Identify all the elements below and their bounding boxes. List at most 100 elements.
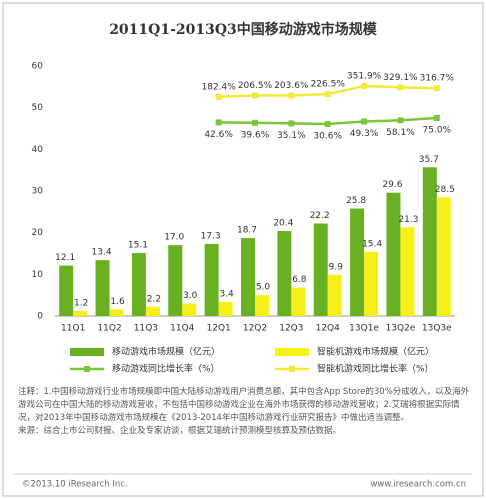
marker — [397, 117, 404, 124]
x-tick-label: 12Q4 — [316, 324, 341, 334]
line-label: 42.6% — [204, 130, 233, 140]
bar — [255, 295, 269, 316]
bar — [204, 243, 219, 316]
x-tick-label: 13Q2e — [386, 324, 416, 334]
line-label: 182.4% — [201, 82, 236, 92]
line-label: 226.5% — [311, 80, 346, 90]
bar — [241, 238, 255, 316]
line-label: 39.6% — [241, 130, 270, 140]
bar-label: 15.1 — [128, 241, 148, 251]
marker — [361, 82, 368, 89]
footer-left: ©2013.10 iResearch Inc. — [22, 480, 128, 490]
x-tick-label: 12Q1 — [207, 324, 231, 334]
line-label: 49.3% — [350, 129, 379, 139]
legend-label: 移动游戏市场规模（亿元） — [112, 346, 220, 358]
bar-label: 3.4 — [219, 289, 234, 299]
x-tick-label: 12Q2 — [243, 324, 267, 334]
bar — [73, 311, 88, 316]
x-tick-label: 11Q3 — [134, 324, 158, 334]
bar — [218, 301, 233, 316]
line-label: 58.1% — [386, 128, 415, 138]
legend-swatch — [289, 366, 295, 372]
legend-label: 智能机游戏同比增长率（%） — [317, 363, 434, 375]
bar-label: 17.0 — [164, 233, 184, 243]
bar-label: 35.7 — [419, 155, 439, 165]
marker — [361, 118, 368, 125]
bar — [386, 192, 401, 316]
marker — [433, 115, 440, 122]
marker — [397, 84, 404, 91]
bar-label: 2.2 — [147, 294, 161, 304]
line-label: 351.9% — [347, 71, 382, 81]
x-tick-label: 13Q1e — [349, 324, 379, 334]
marker — [252, 92, 258, 99]
line-label: 203.6% — [274, 81, 309, 91]
x-tick-label: 12Q3 — [279, 324, 303, 334]
marker — [215, 119, 222, 126]
bar-label: 6.8 — [292, 275, 307, 285]
bar-label: 9.9 — [329, 262, 344, 272]
line-label: 206.5% — [238, 81, 273, 91]
bar-label: 12.1 — [55, 253, 75, 263]
y-tick-label: 30 — [32, 187, 44, 197]
note: 注释：1.中国移动游戏行业市场规模即中国大陆移动游戏用户消费总额，其中包含App… — [18, 387, 470, 423]
y-tick-label: 40 — [32, 145, 44, 155]
bar — [95, 260, 110, 316]
bar — [400, 227, 415, 316]
line-label: 329.1% — [383, 73, 418, 83]
y-tick-label: 60 — [32, 62, 44, 72]
legend-swatch — [70, 348, 104, 356]
y-tick-label: 50 — [32, 103, 44, 113]
marker — [288, 120, 295, 127]
bar — [131, 253, 146, 316]
bar-label: 20.4 — [273, 219, 293, 229]
marker — [252, 119, 258, 126]
bar — [327, 274, 342, 316]
x-tick-label: 11Q2 — [97, 324, 121, 334]
bar — [145, 306, 160, 316]
y-tick-label: 0 — [37, 312, 43, 322]
line-label: 35.1% — [277, 131, 306, 141]
bar-label: 15.4 — [362, 239, 382, 249]
bar-label: 3.0 — [183, 291, 198, 301]
bar-label: 17.3 — [201, 231, 221, 241]
bar — [182, 303, 197, 316]
legend-swatch — [84, 366, 90, 372]
notes: 注释：1.中国移动游戏行业市场规模即中国大陆移动游戏用户消费总额，其中包含App… — [18, 386, 470, 438]
x-tick-label: 13Q3e — [422, 324, 452, 334]
marker — [433, 85, 440, 92]
line-label: 30.6% — [313, 132, 342, 142]
marker — [215, 93, 222, 100]
chart-title: 2011Q1-2013Q3中国移动游戏市场规模 — [109, 21, 378, 38]
bar-label: 29.6 — [382, 180, 402, 190]
bar — [436, 197, 451, 316]
bar — [422, 167, 437, 316]
marker — [324, 121, 331, 128]
legend-label: 智能机游戏市场规模（亿元） — [317, 346, 434, 358]
bar — [59, 265, 74, 316]
bar — [277, 231, 292, 316]
bar-label: 13.4 — [92, 248, 112, 258]
x-tick-label: 11Q1 — [61, 324, 85, 334]
bar-label: 22.2 — [310, 211, 330, 221]
bar-label: 25.8 — [346, 196, 366, 206]
bar-label: 18.7 — [237, 226, 257, 236]
y-tick-label: 10 — [32, 270, 44, 280]
legend-label: 移动游戏同比增长率（%） — [112, 363, 220, 375]
bar — [313, 223, 328, 316]
source: 来源：综合上市公司财报、企业及专家访谈，根据艾瑞统计预测模型核算及预估数据。 — [18, 426, 342, 436]
bar — [168, 245, 183, 316]
bar — [109, 309, 124, 316]
bar-label: 1.2 — [74, 299, 88, 309]
marker — [324, 91, 331, 98]
bar — [291, 287, 306, 316]
marker — [288, 92, 295, 99]
x-tick-label: 11Q4 — [170, 324, 195, 334]
legend-swatch — [275, 348, 309, 356]
bar-label: 21.3 — [398, 215, 418, 225]
y-tick-label: 20 — [32, 228, 44, 238]
bar-label: 5.0 — [256, 283, 271, 293]
